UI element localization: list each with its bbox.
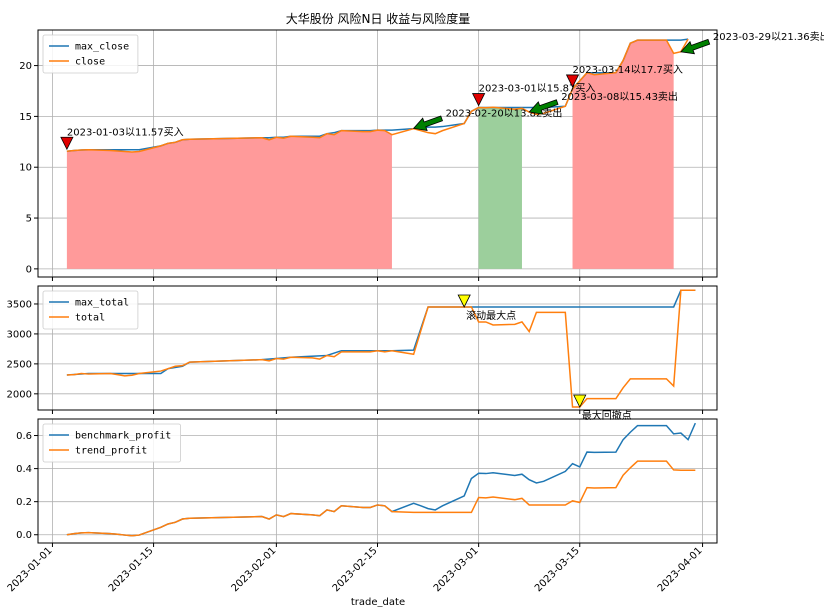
axes-frame: [37, 418, 718, 544]
y-tick-label: 0.4: [16, 464, 32, 475]
buy-annotation-label: 2023-03-01以15.87买入: [479, 83, 596, 95]
y-tick-label: 20: [19, 61, 32, 72]
y-tick-label: 5: [26, 214, 32, 225]
x-tick-label: 2023-03-01: [432, 545, 481, 594]
legend-label: benchmark_profit: [75, 431, 171, 442]
legend-label: trend_profit: [75, 446, 147, 457]
x-tick-label: 2023-01-01: [6, 545, 55, 594]
series-line-trend-profit: [66, 460, 696, 537]
y-tick-label: 10: [19, 163, 32, 174]
holding-region: [572, 40, 674, 269]
buy-annotation-label: 2023-01-03以11.57买入: [67, 126, 184, 138]
buy-marker: [471, 93, 486, 107]
sell-arrow: [528, 99, 559, 115]
legend-box: [42, 290, 139, 330]
legend-box: [42, 34, 139, 74]
legend-label: max_total: [75, 298, 129, 309]
extreme-point-label: 滚动最大点: [466, 309, 516, 322]
buy-marker: [60, 136, 74, 151]
axes-frame: [37, 29, 718, 278]
series-line-total: [66, 289, 696, 408]
sell-arrow: [412, 115, 444, 131]
extreme-point-marker: [573, 394, 587, 408]
sell-annotation-label: 2023-03-29以21.36卖出: [713, 30, 824, 43]
y-tick-label: 0.2: [16, 497, 32, 508]
profit-panel: 0.0 0.2 0.4 0.6 benchmark_profit trend_profit: [16, 418, 718, 547]
y-tick-label: 3000: [7, 329, 32, 340]
buy-marker: [565, 74, 580, 88]
chart-title: 大华股份 风险N日 收益与风险度量: [286, 11, 471, 26]
legend: benchmark_profit trend_profit: [42, 423, 182, 463]
loss-region: [478, 107, 522, 269]
series-line-close: [66, 38, 689, 153]
legend-box: [42, 423, 182, 463]
price-panel: 0 5 10 15 20 2023-01-03以11.57买入 2023-03-01以15.…: [19, 29, 824, 281]
extreme-point-marker: [457, 294, 471, 308]
y-tick-label: 2500: [7, 359, 32, 370]
x-tick-label: 2023-03-15: [533, 545, 582, 594]
legend-label: total: [75, 313, 105, 324]
x-tick-label: 2023-02-01: [230, 545, 279, 594]
y-tick-label: 0: [26, 264, 32, 275]
buy-annotation-label: 2023-03-14以17.7买入: [573, 64, 683, 76]
x-tick-label: 2023-02-15: [331, 545, 380, 594]
y-tick-label: 0.0: [16, 530, 32, 541]
y-tick-label: 0.6: [16, 431, 32, 442]
sell-annotation-label: 2023-03-08以15.43卖出: [561, 90, 678, 103]
holding-region: [66, 130, 392, 269]
x-axis-tick-labels: 2023-01-01 2023-01-15 2023-02-01 2023-02-15…: [6, 545, 705, 594]
legend-label: close: [75, 57, 105, 68]
extreme-point-label: 最大回撤点: [582, 409, 632, 422]
legend-label: max_close: [75, 42, 129, 53]
series-line-max-total: [66, 289, 696, 376]
axes-frame: [37, 285, 718, 411]
y-tick-label: 2000: [7, 389, 32, 400]
x-tick-label: 2023-01-15: [107, 545, 156, 594]
x-axis-label: trade_date: [351, 597, 405, 607]
x-tick-label: 2023-04-01: [656, 545, 705, 594]
sell-arrow: [680, 38, 711, 55]
y-tick-label: 15: [19, 112, 32, 123]
y-tick-label: 3500: [7, 299, 32, 310]
